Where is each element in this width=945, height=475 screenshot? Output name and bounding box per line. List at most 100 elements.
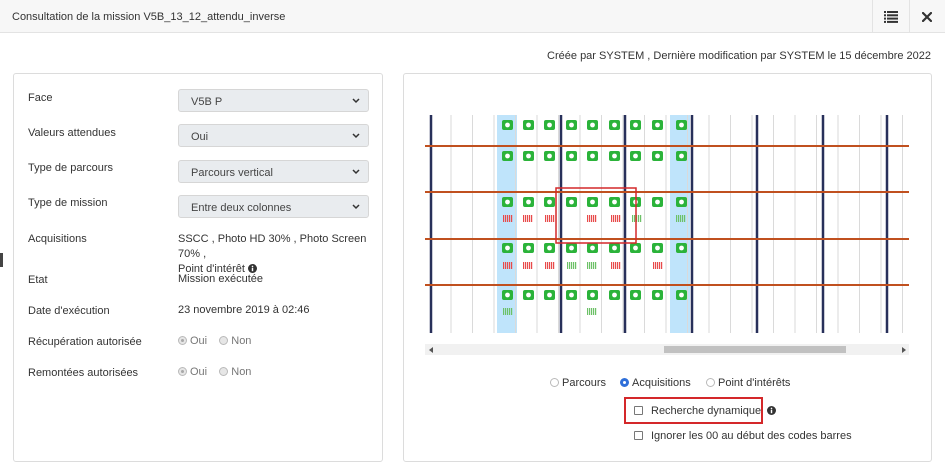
camera-icon-lens xyxy=(590,292,595,298)
window-title: Consultation de la mission V5B_13_12_att… xyxy=(12,11,286,23)
camera-icon-lens xyxy=(679,245,684,251)
chevron-down-icon xyxy=(352,133,360,139)
valeurs-attendues-select[interactable]: Oui xyxy=(178,124,369,147)
barcode-mark xyxy=(525,215,527,222)
camera-icon-lens xyxy=(633,292,638,298)
camera-icon-lens xyxy=(547,245,552,251)
barcode-mark xyxy=(587,215,589,222)
recherche-dynamique-option[interactable]: Recherche dynamique xyxy=(634,405,777,417)
camera-icon-lens xyxy=(679,199,684,205)
remontees-non-radio[interactable] xyxy=(219,367,229,376)
etat-value: Mission exécutée xyxy=(178,273,263,285)
view-mode-points[interactable]: Point d'intérêts xyxy=(706,377,790,389)
ignorer-00-checkbox[interactable] xyxy=(634,431,643,440)
type-mission-value: Entre deux colonnes xyxy=(191,202,292,214)
barcode-mark xyxy=(547,262,549,269)
acquisitions-radio[interactable] xyxy=(620,378,629,387)
remontees-oui-label: Oui xyxy=(190,366,208,378)
highlighted-column xyxy=(497,115,517,333)
camera-icon-lens xyxy=(526,122,531,128)
camera-icon-lens xyxy=(679,292,684,298)
scroll-left-arrow[interactable] xyxy=(426,344,436,355)
type-parcours-value: Parcours vertical xyxy=(191,167,273,179)
camera-icon-lens xyxy=(612,292,617,298)
barcode-mark xyxy=(529,215,531,222)
mission-details-panel: Face V5B P Valeurs attendues Oui Type de… xyxy=(13,73,383,462)
barcode-mark xyxy=(503,215,505,222)
list-view-button[interactable] xyxy=(873,0,909,33)
barcode-mark xyxy=(549,215,551,222)
barcode-mark xyxy=(523,262,525,269)
barcode-mark xyxy=(682,215,684,222)
remontees-oui-radio[interactable] xyxy=(178,367,187,376)
barcode-mark xyxy=(657,262,659,269)
barcode-mark xyxy=(509,262,511,269)
caret-left-icon xyxy=(428,346,433,353)
recuperation-non-radio[interactable] xyxy=(219,336,229,345)
close-button[interactable] xyxy=(909,0,945,33)
barcode-mark xyxy=(507,262,509,269)
camera-icon-lens xyxy=(547,153,552,159)
barcode-mark xyxy=(511,262,513,269)
chevron-down-icon xyxy=(352,98,360,104)
titlebar-divider xyxy=(909,0,910,33)
info-icon[interactable] xyxy=(247,264,257,273)
barcode-mark xyxy=(503,262,505,269)
type-parcours-select[interactable]: Parcours vertical xyxy=(178,160,369,183)
camera-icon-lens xyxy=(590,153,595,159)
acquisitions-line1: SSCC , Photo HD 30% , Photo Screen 70% , xyxy=(178,233,367,260)
points-interets-radio[interactable] xyxy=(706,378,715,387)
titlebar-divider xyxy=(872,0,873,33)
barcode-mark xyxy=(587,308,589,315)
valeurs-attendues-label: Valeurs attendues xyxy=(28,127,116,139)
barcode-mark xyxy=(571,262,573,269)
barcode-mark xyxy=(593,262,595,269)
close-icon xyxy=(922,11,932,22)
camera-icon-lens xyxy=(655,292,660,298)
camera-icon-lens xyxy=(505,292,510,298)
barcode-mark xyxy=(640,215,642,222)
face-label: Face xyxy=(28,92,53,104)
recuperation-oui-label: Oui xyxy=(190,335,208,347)
info-icon[interactable] xyxy=(767,406,777,415)
barcode-mark xyxy=(634,215,636,222)
view-mode-acquisitions[interactable]: Acquisitions xyxy=(620,377,691,389)
barcode-mark xyxy=(593,308,595,315)
camera-icon-lens xyxy=(612,199,617,205)
acquisitions-value: SSCC , Photo HD 30% , Photo Screen 70% ,… xyxy=(178,232,382,277)
barcode-mark xyxy=(549,262,551,269)
barcode-mark xyxy=(632,215,634,222)
barcode-mark xyxy=(595,262,597,269)
window-titlebar: Consultation de la mission V5B_13_12_att… xyxy=(0,0,945,33)
planogram-canvas[interactable] xyxy=(425,115,909,333)
ignorer-00-option[interactable]: Ignorer les 00 au début des codes barres xyxy=(634,430,852,442)
scrollbar-thumb[interactable] xyxy=(664,346,846,353)
recherche-dynamique-label: Recherche dynamique xyxy=(651,405,762,417)
face-select[interactable]: V5B P xyxy=(178,89,369,112)
camera-icon-lens xyxy=(547,292,552,298)
barcode-mark xyxy=(587,262,589,269)
barcode-mark xyxy=(684,215,686,222)
barcode-mark xyxy=(617,262,619,269)
remontees-non-label: Non xyxy=(231,366,252,378)
camera-icon-lens xyxy=(590,122,595,128)
scroll-right-arrow[interactable] xyxy=(898,344,908,355)
planogram-scrollbar[interactable] xyxy=(425,344,909,355)
camera-icon-lens xyxy=(569,245,574,251)
type-mission-select[interactable]: Entre deux colonnes xyxy=(178,195,369,218)
recuperation-oui-radio[interactable] xyxy=(178,336,187,345)
type-parcours-label: Type de parcours xyxy=(28,162,113,174)
points-interets-label: Point d'intérêts xyxy=(718,377,791,389)
barcode-mark xyxy=(507,308,509,315)
camera-icon-lens xyxy=(505,245,510,251)
parcours-radio[interactable] xyxy=(550,378,559,387)
barcode-mark xyxy=(615,215,617,222)
barcode-mark xyxy=(595,308,597,315)
barcode-mark xyxy=(531,262,533,269)
recherche-dynamique-checkbox[interactable] xyxy=(634,406,643,415)
camera-icon-lens xyxy=(526,153,531,159)
view-mode-parcours[interactable]: Parcours xyxy=(550,377,606,389)
camera-icon-lens xyxy=(526,292,531,298)
barcode-mark xyxy=(551,262,553,269)
barcode-mark xyxy=(591,262,593,269)
